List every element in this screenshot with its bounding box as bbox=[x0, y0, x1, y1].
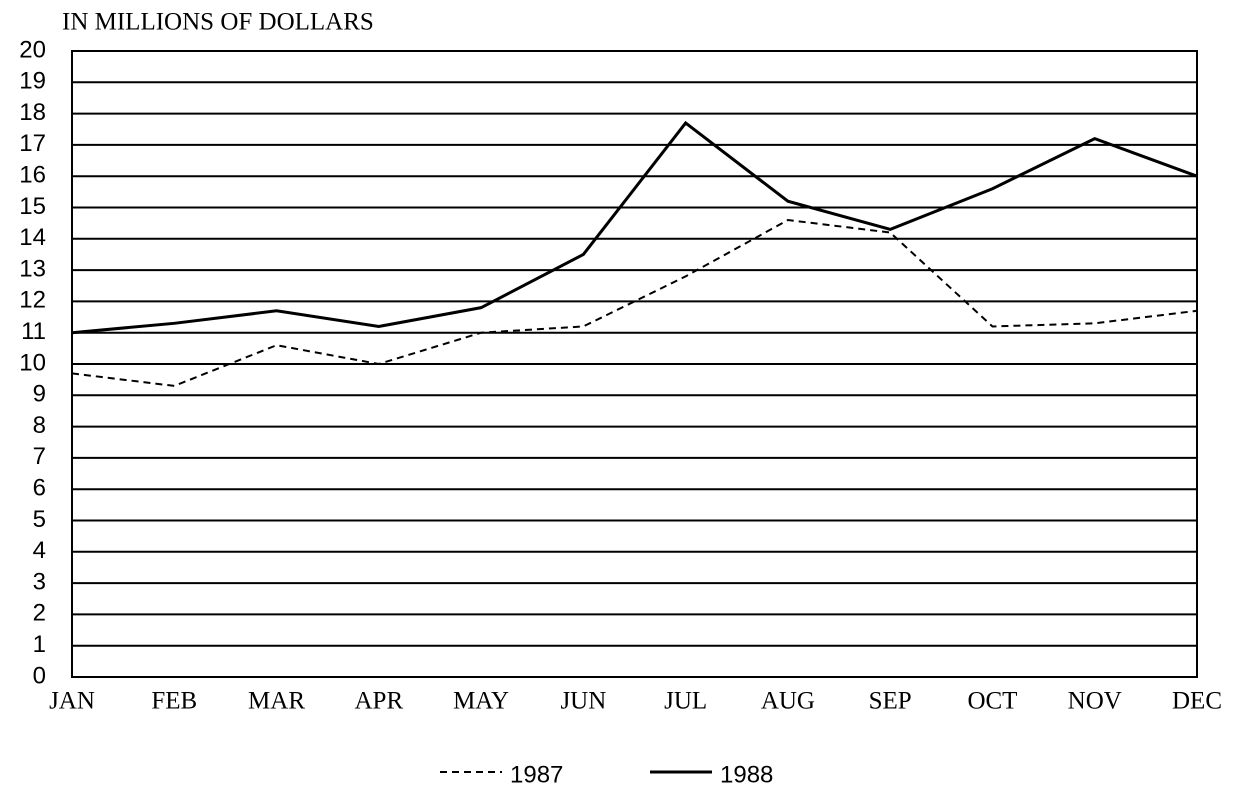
y-tick-label: 1 bbox=[33, 631, 46, 658]
y-axis-title: IN MILLIONS OF DOLLARS bbox=[62, 9, 374, 36]
x-tick-label: MAY bbox=[453, 688, 509, 715]
legend-label: 1987 bbox=[510, 761, 563, 788]
x-tick-label: DEC bbox=[1172, 688, 1222, 715]
y-tick-label: 15 bbox=[19, 193, 46, 220]
y-tick-label: 2 bbox=[33, 600, 46, 627]
y-tick-label: 5 bbox=[33, 506, 46, 533]
y-tick-label: 6 bbox=[33, 475, 46, 502]
y-tick-label: 19 bbox=[19, 68, 46, 95]
x-tick-label: MAR bbox=[248, 688, 305, 715]
x-tick-label: OCT bbox=[967, 688, 1017, 715]
y-tick-label: 20 bbox=[19, 36, 46, 63]
x-tick-label: JUL bbox=[664, 688, 707, 715]
y-tick-label: 10 bbox=[19, 349, 46, 376]
line-series bbox=[71, 120, 1198, 335]
y-tick-label: 7 bbox=[33, 443, 46, 470]
y-tick-label: 0 bbox=[33, 662, 46, 689]
x-tick-label: JUN bbox=[560, 688, 606, 715]
y-tick-label: 3 bbox=[33, 568, 46, 595]
y-tick-label: 14 bbox=[19, 224, 46, 251]
y-tick-label: 17 bbox=[19, 130, 46, 157]
x-tick-label: FEB bbox=[151, 688, 197, 715]
y-tick-label: 12 bbox=[19, 287, 46, 314]
y-tick-label: 11 bbox=[21, 318, 46, 345]
y-tick-label: 18 bbox=[19, 99, 46, 126]
y-tick-label: 13 bbox=[19, 255, 46, 282]
line-series bbox=[71, 218, 1198, 387]
x-tick-label: NOV bbox=[1068, 688, 1122, 715]
x-tick-label: AUG bbox=[761, 688, 815, 715]
legend-label: 1988 bbox=[720, 761, 773, 788]
y-tick-label: 16 bbox=[19, 162, 46, 189]
x-tick-label: SEP bbox=[869, 688, 912, 715]
y-tick-label: 8 bbox=[33, 412, 46, 439]
x-tick-label: JAN bbox=[49, 688, 95, 715]
y-tick-label: 4 bbox=[33, 537, 46, 564]
x-tick-label: APR bbox=[354, 688, 403, 715]
y-tick-label: 9 bbox=[33, 381, 46, 408]
